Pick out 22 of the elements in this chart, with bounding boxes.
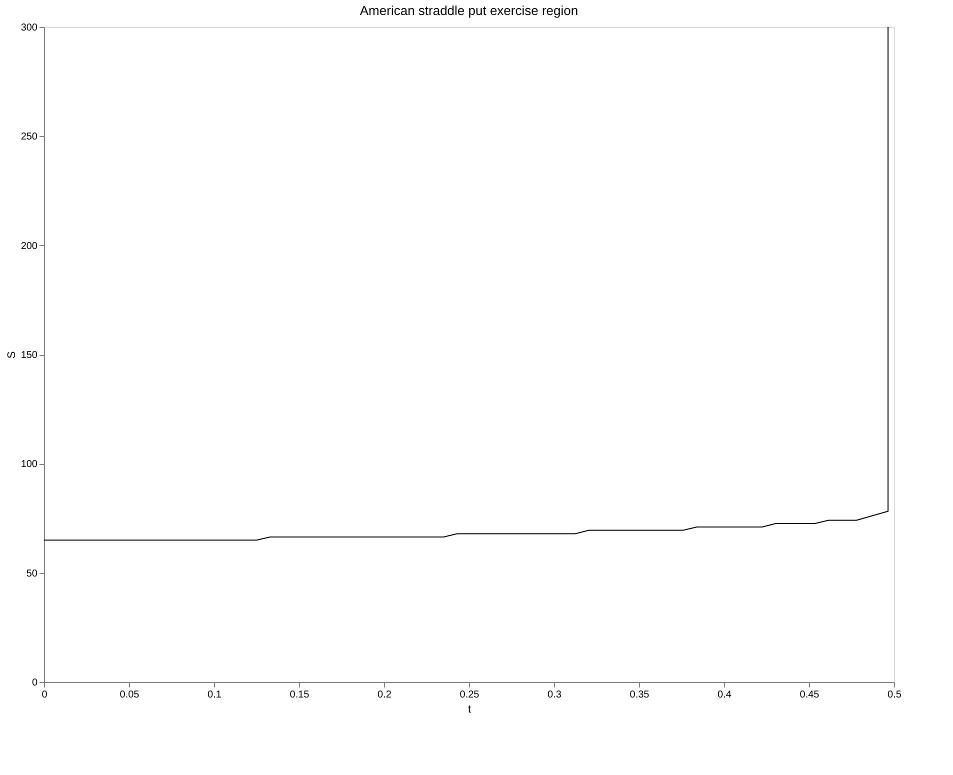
y-tick-label: 150 [20,350,38,361]
x-tick-label: 0.15 [290,690,310,700]
y-tick-label: 100 [20,459,38,470]
x-tick-label: 0.5 [888,690,902,700]
y-axis-title: S [6,351,18,359]
chart-title: American straddle put exercise region [360,3,578,18]
x-tick-label: 0.45 [800,690,820,700]
y-tick-label: 50 [26,568,38,580]
y-tick-label: 300 [20,22,38,34]
x-tick-label: 0.2 [378,690,392,700]
line-series [44,27,889,541]
x-axis-title: t [468,704,472,716]
x-tick-label: 0.3 [548,690,562,700]
y-tick-label: 0 [32,678,38,688]
x-tick-label: 0.25 [460,690,480,700]
x-tick-label: 0.35 [630,690,650,700]
y-tick-label: 200 [20,240,38,252]
x-tick-label: 0.05 [120,690,140,700]
y-tick-label: 250 [20,132,38,143]
x-tick-label: 0 [42,690,48,700]
x-tick-label: 0.1 [208,690,222,700]
x-tick-label: 0.4 [718,690,732,700]
